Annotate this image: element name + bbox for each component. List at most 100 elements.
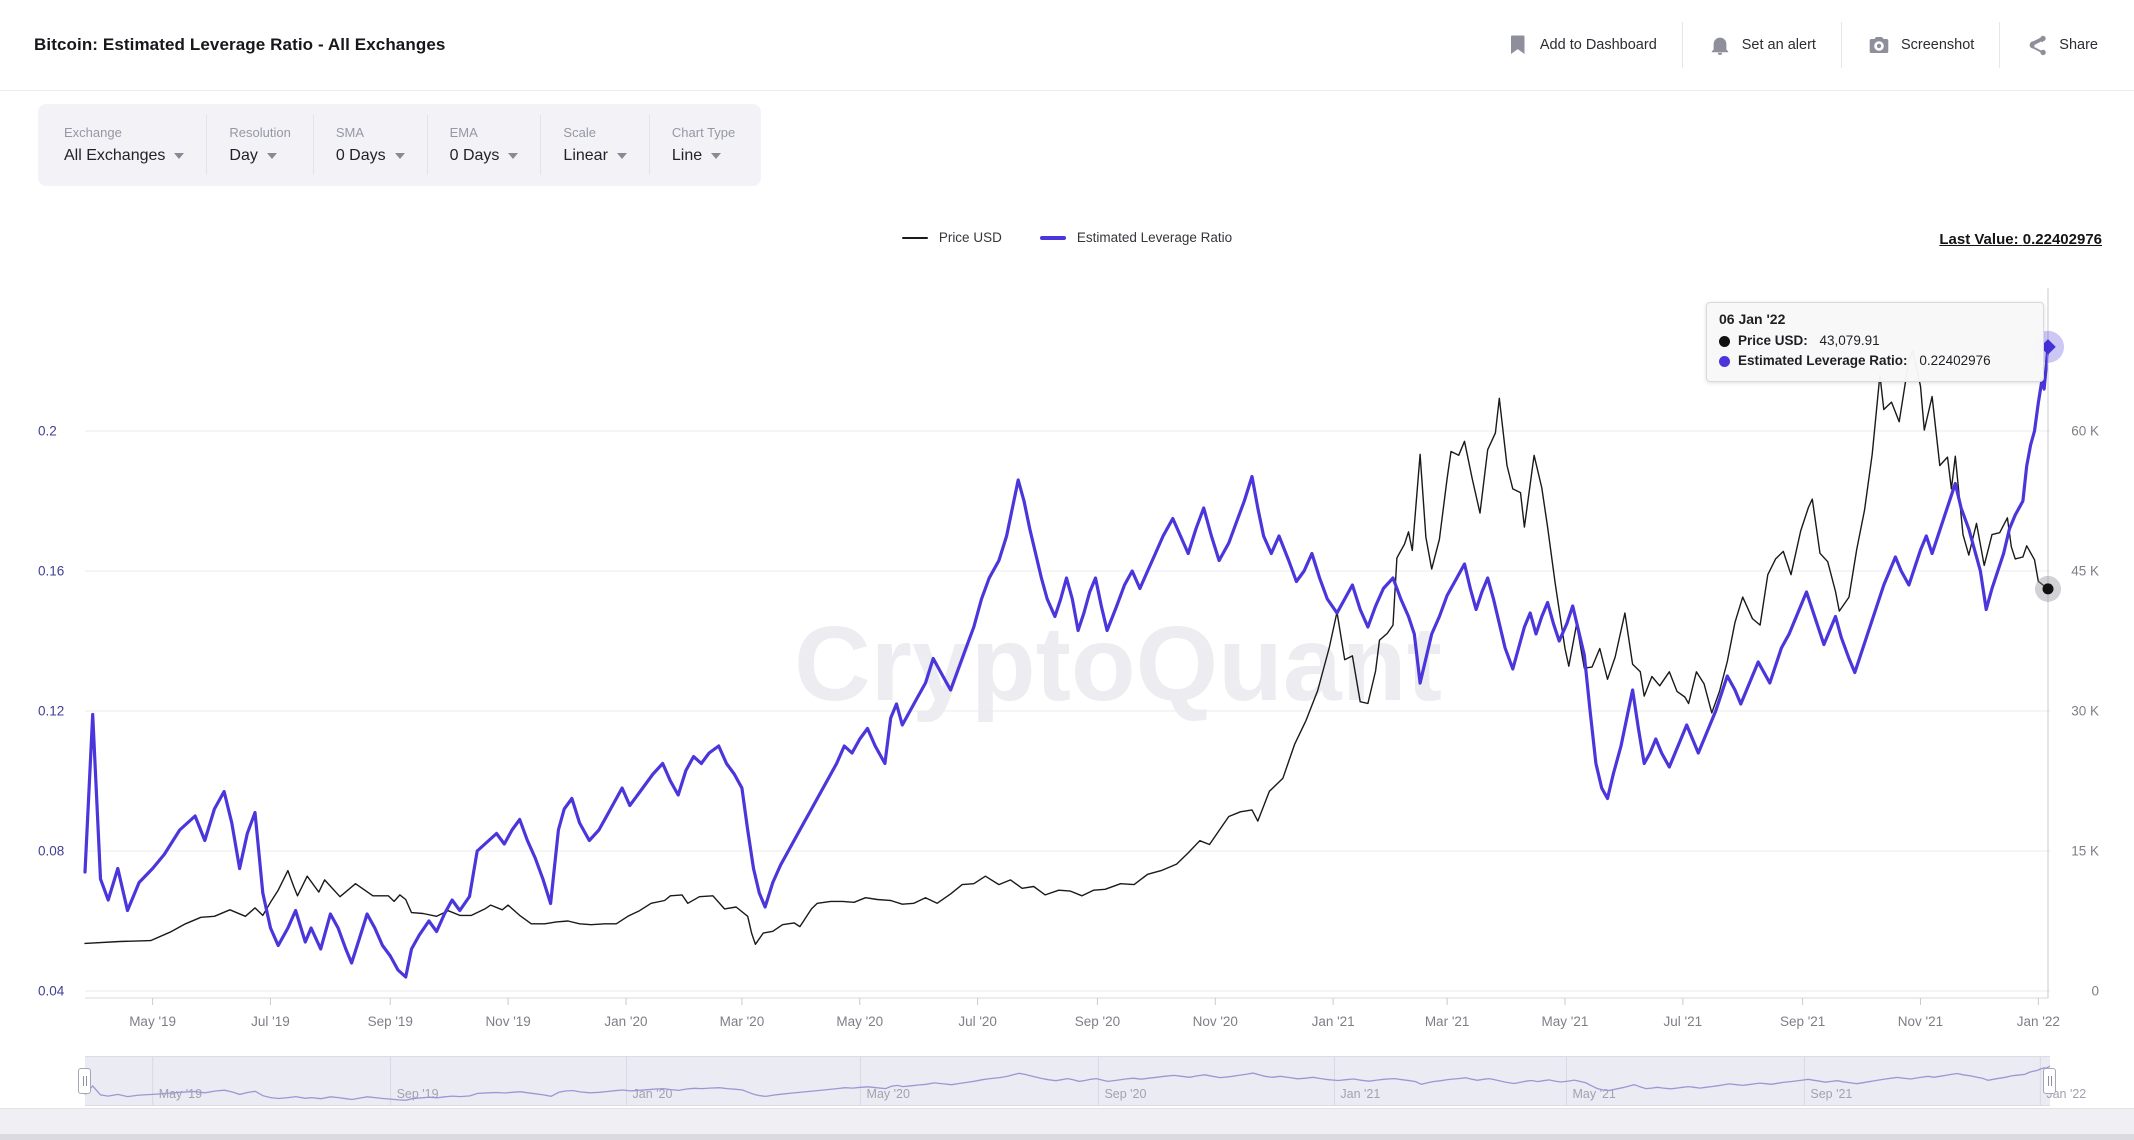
tooltip-row-estimated-leverage-ratio: Estimated Leverage Ratio: 0.22402976 (1719, 351, 2031, 371)
navigator-label: Jan '21 (1340, 1087, 1380, 1101)
x-axis-label: May '19 (129, 1014, 176, 1029)
add-to-dashboard-button[interactable]: Add to Dashboard (1481, 22, 1682, 68)
navigator-handle-left[interactable] (78, 1068, 91, 1094)
bell-icon (1711, 37, 1728, 55)
navigator-label: May '19 (159, 1087, 202, 1101)
screenshot-label: Screenshot (1900, 37, 1975, 53)
series-dot-icon (1719, 355, 1730, 367)
filter-value: Linear (563, 147, 608, 164)
main-chart: CryptoQuant 0.04 0 0.08 15 K 0.12 30 K 0.16 45 K… (38, 288, 2099, 1029)
add-to-dashboard-label: Add to Dashboard (1539, 37, 1657, 53)
filter-sma: SMA 0 Days (312, 115, 427, 175)
price-usd-line[interactable] (84, 350, 2049, 945)
legend-label: Price USD (938, 230, 1002, 245)
last-point-marker-price[interactable] (2042, 583, 2054, 595)
chevron-down-icon (174, 153, 185, 159)
x-axis-label: Jul '21 (1664, 1014, 1703, 1029)
chart-tooltip: 06 Jan '22 Price USD: 43,079.91 Estimated… (1706, 302, 2044, 382)
x-axis-label: Jul '19 (251, 1014, 290, 1029)
navigator-label: May '21 (1572, 1087, 1615, 1101)
x-axis-label: Nov '21 (1898, 1014, 1943, 1029)
leverage-ratio-swatch (1039, 235, 1066, 240)
navigator-label: Jan '22 (2046, 1087, 2086, 1101)
left-axis-label: 0.04 (38, 984, 65, 999)
watermark: CryptoQuant (794, 605, 1442, 723)
filter-chart-type: Chart Type Line (648, 115, 757, 175)
tooltip-date: 06 Jan '22 (1719, 311, 1786, 327)
x-axis-label: Mar '21 (1425, 1014, 1470, 1029)
camera-icon (1869, 37, 1889, 53)
filter-value: 0 Days (335, 147, 386, 164)
filter-exchange-dropdown[interactable]: All Exchanges (64, 147, 185, 165)
filter-ema: EMA 0 Days (426, 115, 541, 175)
x-axis-label: May '21 (1542, 1014, 1589, 1029)
price-usd-swatch (901, 236, 928, 239)
series-dot-icon (1719, 335, 1730, 347)
filter-ema-dropdown[interactable]: 0 Days (450, 147, 519, 165)
x-axis-label: Sep '20 (1075, 1014, 1120, 1029)
range-navigator[interactable]: May '19 Sep '19 Jan '20 May '20 Sep '20 Jan '… (78, 1056, 2086, 1106)
filter-resolution-dropdown[interactable]: Day (229, 147, 290, 165)
legend-label: Estimated Leverage Ratio (1076, 230, 1233, 245)
right-axis-label: 60 K (2071, 424, 2099, 439)
filter-bar: Exchange All Exchanges Resolution Day SMA 0 D… (38, 104, 762, 186)
tooltip-series-label: Price USD: (1738, 333, 1808, 348)
x-axis-label: Jul '20 (958, 1014, 997, 1029)
legend-item-leverage-ratio[interactable]: Estimated Leverage Ratio (1039, 230, 1233, 245)
navigator-label: Sep '20 (1104, 1087, 1146, 1101)
last-value-number: 0.22402976 (2022, 231, 2102, 248)
filter-label: Resolution (229, 125, 291, 140)
filter-label: SMA (335, 125, 364, 140)
screenshot-button[interactable]: Screenshot (1840, 22, 1999, 68)
chevron-down-icon (266, 153, 277, 159)
filter-sma-dropdown[interactable]: 0 Days (336, 147, 405, 165)
estimated-leverage-ratio-line[interactable] (83, 345, 2050, 979)
x-axis-label: Jan '20 (604, 1014, 647, 1029)
filter-value: 0 Days (449, 147, 500, 164)
tooltip-series-value: 0.22402976 (1915, 353, 1991, 369)
x-axis-label: Sep '21 (1780, 1014, 1825, 1029)
legend-item-price-usd[interactable]: Price USD (901, 230, 1002, 245)
x-axis-label: Sep '19 (368, 1014, 413, 1029)
filter-value: Line (671, 147, 703, 164)
chevron-down-icon (394, 153, 405, 159)
set-an-alert-label: Set an alert (1741, 37, 1816, 53)
last-value-label: Last Value: (1939, 231, 2019, 248)
left-axis-label: 0.12 (38, 704, 64, 719)
set-an-alert-button[interactable]: Set an alert (1681, 22, 1841, 68)
x-axis-label: Jan '21 (1312, 1014, 1355, 1029)
filter-scale-dropdown[interactable]: Linear (563, 147, 627, 165)
page-background-strip (0, 1108, 2134, 1140)
x-axis-label: Nov '19 (485, 1014, 530, 1029)
left-axis-label: 0.16 (38, 564, 64, 579)
filter-label: Chart Type (671, 125, 736, 140)
navigator-handle-right[interactable] (2043, 1068, 2056, 1094)
x-axis-label: May '20 (836, 1014, 883, 1029)
share-label: Share (2059, 37, 2098, 53)
share-icon (2029, 35, 2047, 56)
tooltip-series-value: 43,079.91 (1815, 333, 1880, 348)
bookmark-icon (1510, 35, 1525, 54)
left-axis-label: 0.2 (38, 424, 57, 439)
filter-label: EMA (449, 125, 478, 140)
header-actions: Add to Dashboard Set an alert Screenshot Sh… (1481, 22, 2100, 68)
page-header: Bitcoin: Estimated Leverage Ratio - All … (0, 0, 2134, 91)
filter-value: All Exchanges (64, 147, 166, 164)
chart-legend: Price USD Estimated Leverage Ratio (0, 230, 2134, 245)
tooltip-series-label: Estimated Leverage Ratio: (1738, 353, 1908, 369)
right-axis-label: 0 (2091, 984, 2099, 999)
x-axis-label: Nov '20 (1193, 1014, 1238, 1029)
x-axis-label: Jan '22 (2017, 1014, 2060, 1029)
navigator-line (84, 1065, 2051, 1101)
filter-chart-type-dropdown[interactable]: Line (672, 147, 735, 165)
navigator-label: Sep '19 (397, 1087, 439, 1101)
navigator-label: Sep '21 (1810, 1087, 1852, 1101)
x-axis-label: Mar '20 (720, 1014, 765, 1029)
left-axis-label: 0.08 (38, 844, 64, 859)
last-value-readout[interactable]: Last Value: 0.22402976 (1939, 231, 2102, 248)
share-button[interactable]: Share (1999, 22, 2100, 68)
tooltip-rows: Price USD: 43,079.91 Estimated Leverage R… (1719, 331, 2031, 372)
tooltip-row-price-usd: Price USD: 43,079.91 (1719, 331, 2031, 351)
chevron-down-icon (616, 153, 627, 159)
